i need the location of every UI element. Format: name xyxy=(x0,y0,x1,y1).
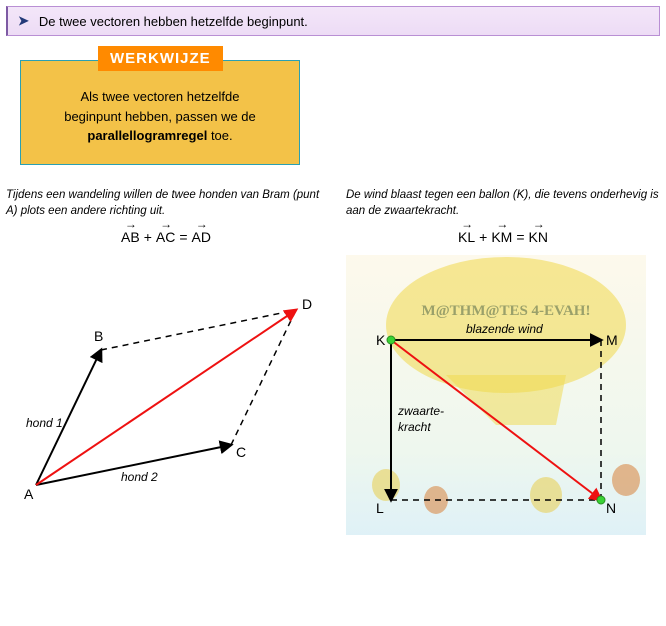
werkwijze-after: toe. xyxy=(207,128,232,143)
op-plus: + xyxy=(144,229,152,245)
left-diagram: A B C D hond 1 hond 2 xyxy=(6,255,326,515)
label-a: A xyxy=(24,486,34,502)
bullet-icon: ➤ xyxy=(18,13,29,29)
label-zw1: zwaarte- xyxy=(397,404,444,418)
label-m: M xyxy=(606,332,618,348)
vec-ab: AB xyxy=(121,229,140,245)
label-wind: blazende wind xyxy=(466,322,543,336)
werkwijze-line1: Als twee vectoren hetzelfde xyxy=(81,89,240,104)
right-column: De wind blaast tegen een ballon (K), die… xyxy=(346,187,660,535)
balloon-text: M@THM@TES 4-EVAH! xyxy=(422,303,591,319)
label-d: D xyxy=(302,296,312,312)
right-caption: De wind blaast tegen een ballon (K), die… xyxy=(346,187,660,219)
op-eq2: = xyxy=(516,229,524,245)
label-hond2: hond 2 xyxy=(121,470,158,484)
right-diagram: M@THM@TES 4-EVAH! K M L N blazende wind xyxy=(346,255,646,535)
header-bar: ➤ De twee vectoren hebben hetzelfde begi… xyxy=(6,6,660,36)
op-eq: = xyxy=(179,229,187,245)
op-plus2: + xyxy=(479,229,487,245)
left-caption: Tijdens een wandeling willen de twee hon… xyxy=(6,187,326,219)
vec-km: KM xyxy=(491,229,512,245)
right-equation: KL + KM = KN xyxy=(346,229,660,245)
werkwijze-bold: parallellogramregel xyxy=(87,128,207,143)
werkwijze-line2: beginpunt hebben, passen we de xyxy=(64,109,256,124)
vec-ad: AD xyxy=(192,229,211,245)
label-n: N xyxy=(606,500,616,516)
werkwijze-tag: WERKWIJZE xyxy=(98,46,223,71)
label-k: K xyxy=(376,332,386,348)
label-zw2: kracht xyxy=(398,420,431,434)
vec-kl: KL xyxy=(458,229,475,245)
vec-kn: KN xyxy=(529,229,548,245)
werkwijze-body: Als twee vectoren hetzelfde beginpunt he… xyxy=(20,60,300,165)
label-l: L xyxy=(376,500,384,516)
werkwijze-box: WERKWIJZE Als twee vectoren hetzelfde be… xyxy=(20,60,300,165)
label-b: B xyxy=(94,328,103,344)
header-text: De twee vectoren hebben hetzelfde beginp… xyxy=(39,14,308,29)
left-equation: AB + AC = AD xyxy=(6,229,326,245)
vec-ac: AC xyxy=(156,229,175,245)
left-column: Tijdens een wandeling willen de twee hon… xyxy=(6,187,326,535)
label-c: C xyxy=(236,444,246,460)
label-hond1: hond 1 xyxy=(26,416,63,430)
